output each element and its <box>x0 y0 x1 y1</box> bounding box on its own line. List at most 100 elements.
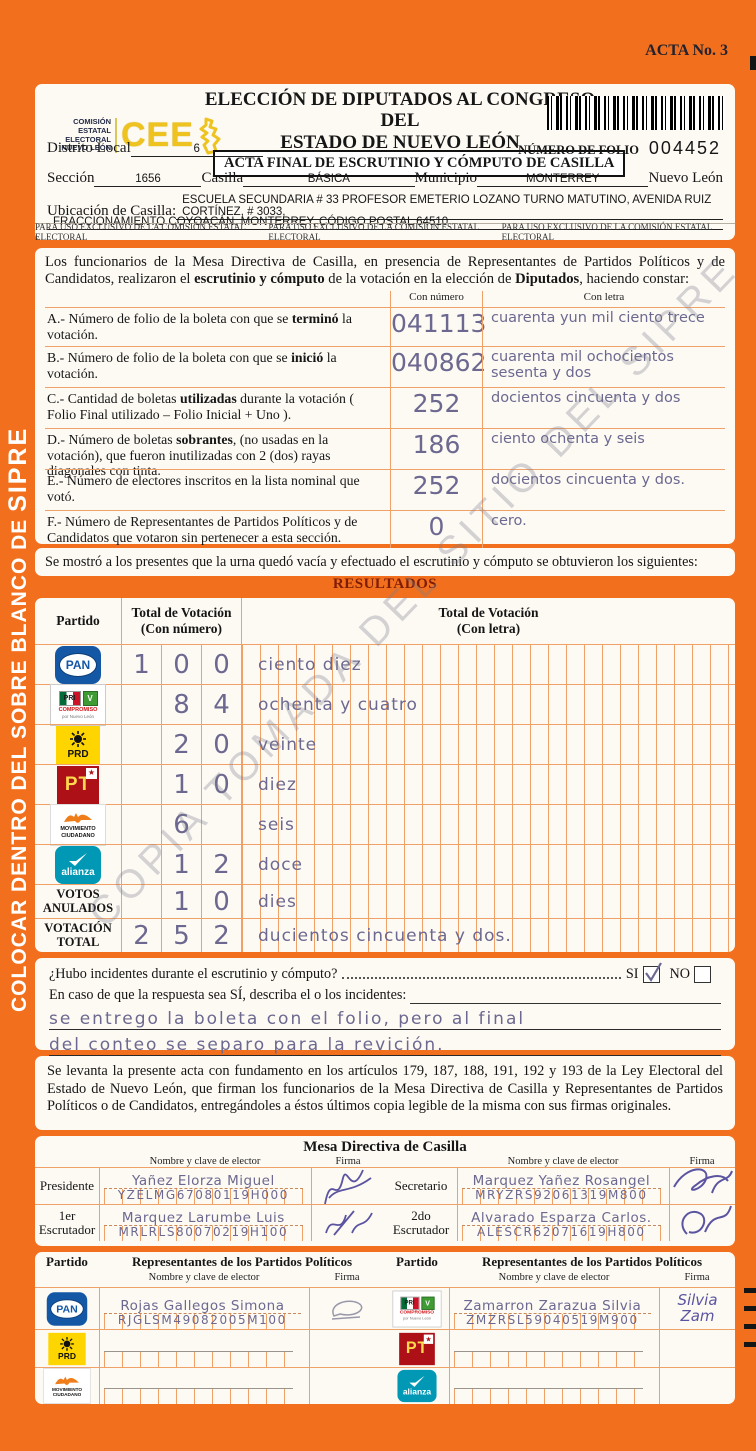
label-text: A.- Número de folio de la boleta con que… <box>47 311 292 327</box>
compromiso-text: COMPROMISO <box>58 706 98 713</box>
presidente-name-cell: Yañez Elorza Miguel YZELMG67080119H000 <box>99 1167 311 1204</box>
prd-sun-icon <box>70 730 86 747</box>
si-label: SI <box>625 966 639 982</box>
vote-digit: 1 <box>173 886 190 917</box>
vote-words: veinte <box>258 734 318 755</box>
vote-digit: 0 <box>213 886 230 917</box>
blank-name-line <box>454 1338 643 1352</box>
count-row-a-label: A.- Número de folio de la boleta con que… <box>45 307 390 346</box>
party-cell-pan: PAN <box>35 644 121 684</box>
counts-head-letra: Con letra <box>482 291 725 308</box>
count-row-b-label: B.- Número de folio de la boleta con que… <box>45 346 390 387</box>
vote-digit: 2 <box>213 849 230 880</box>
no-label: NO <box>669 966 691 982</box>
mesa-subheader: Nombre y clave de elector Firma Nombre y… <box>35 1156 735 1167</box>
alianza-logo-icon: alianza <box>55 845 101 884</box>
results-head-partido: Partido <box>56 613 100 629</box>
head-text: (Con letra) <box>456 621 521 636</box>
escrutador2-label: 2do Escrutador <box>385 1204 457 1241</box>
escrutador2-name-cell: Alvarado Esparza Carlos. ALESCR62071619H… <box>457 1204 669 1241</box>
label-text: la votación. <box>47 350 337 381</box>
vote-digit: 2 <box>133 920 150 951</box>
label-text: C.- Cantidad de boletas <box>47 391 180 407</box>
handwritten-number: 040862 <box>391 348 487 378</box>
handwritten-number: 186 <box>412 430 461 460</box>
pri-compromiso-logo-icon: PRI V COMPROMISO por Nuevo León <box>392 1290 442 1327</box>
vote-digit: 0 <box>173 649 190 680</box>
mesa-grid: Presidente Yañez Elorza Miguel YZELMG670… <box>35 1167 735 1241</box>
blank-clave-comb <box>454 1389 643 1404</box>
pan-logo-text: PAN <box>58 652 98 677</box>
vote-words: dies <box>258 891 297 912</box>
cee-org-text: COMISIÓN ESTATAL ELECTORAL NUEVO LEÓN <box>45 117 117 153</box>
estado-label: Nuevo León <box>648 170 723 186</box>
pt-star-icon: ★ <box>423 1334 434 1344</box>
col-firma-label: Firma <box>689 1156 715 1167</box>
folio-label: NÚMERO DE FOLIO <box>518 143 639 157</box>
compromiso-text: COMPROMISO <box>399 1309 435 1315</box>
pri-flag-icon: PRI <box>58 690 81 706</box>
rep-party-pan: PAN <box>35 1287 99 1329</box>
reps-grid: PAN Rojas Gallegos Simona RJGLSM49082005… <box>35 1287 735 1404</box>
counts-head-numero: Con número <box>390 291 482 308</box>
handwritten-incident: del conteo se separo para la revición. <box>49 1035 445 1055</box>
escrutador1-name-cell: Marquez Larumbe Luis MRLRLS80070219H100 <box>99 1204 311 1241</box>
cee-logo: COMISIÓN ESTATAL ELECTORAL NUEVO LEÓN CE… <box>45 116 222 155</box>
col-firma-label: Firma <box>334 1272 360 1283</box>
presidente-signature <box>323 1169 372 1205</box>
pri-compromiso-logo-icon: PRI V COMPROMISO por Nuevo León <box>50 683 106 726</box>
intro-text: de la votación en la elección de <box>324 271 516 288</box>
ubicacion-label: Ubicación de Casilla: <box>47 203 177 219</box>
intro-bold-diputados: Diputados <box>515 271 580 288</box>
rep-pan-name-cell: Rojas Gallegos Simona RJGLSM49082005M100 <box>99 1287 309 1329</box>
count-row-e-words: docientos cincuenta y dos. <box>482 469 725 511</box>
col-nombre-label: Nombre y clave de elector <box>148 1272 260 1283</box>
vote-digit: 0 <box>213 769 230 800</box>
label-text: B.- Número de folio de la boleta con que… <box>47 350 292 366</box>
si-checkbox-check <box>644 962 662 983</box>
label-text: E.- Número de electores inscritos en la … <box>47 473 360 504</box>
blank-clave-comb <box>104 1389 293 1404</box>
rep-mc-firma <box>309 1367 385 1404</box>
sidebar-instruction-text: COLOCAR DENTRO DEL SOBRE BLANCO DE <box>8 511 31 1012</box>
handwritten-incident: se entrego la boleta con el folio, pero … <box>49 1009 526 1029</box>
handwritten-number: 041113 <box>391 309 487 339</box>
prd-sun-icon <box>60 1336 74 1351</box>
vote-digit: 1 <box>173 849 190 880</box>
intro-paragraph: Los funcionarios de la Mesa Directiva de… <box>45 254 725 288</box>
vote-digit: 2 <box>213 920 230 951</box>
results-table: Partido Total de Votación (Con número) T… <box>35 598 735 952</box>
count-row-d-words: ciento ochenta y seis <box>482 428 725 470</box>
handwritten-words: cuarenta mil ochocientos sesenta y dos <box>491 349 674 382</box>
alianza-check-icon <box>409 1375 425 1387</box>
municipio-value: MONTERREY <box>477 173 649 187</box>
dotted-leader <box>342 976 621 979</box>
rep-party-prd: PRD <box>35 1329 99 1367</box>
rep-pan-firma <box>309 1287 385 1329</box>
results-panel: Partido Total de Votación (Con número) T… <box>35 598 735 952</box>
official-clave: ALESCR62071619H800 <box>462 1226 661 1241</box>
title-line-2: ESTADO DE NUEVO LEÓN <box>280 131 520 153</box>
alianza-logo-text: alianza <box>402 1387 432 1398</box>
handwritten-words: docientos cincuenta y dos. <box>491 472 685 489</box>
mc-eagle-icon <box>64 813 92 824</box>
compromiso-subtext: por Nuevo León <box>402 1315 432 1320</box>
incidents-desc-label: En caso de que la respuesta sea SÍ, desc… <box>49 987 407 1003</box>
rep-clave: ZMZRSL59040519M900 <box>454 1314 651 1329</box>
mc-eagle-icon <box>55 1376 79 1385</box>
barcode <box>547 96 725 130</box>
seccion-label: Sección <box>47 170 95 186</box>
si-checkbox <box>642 962 662 983</box>
title-line-1: ELECCIÓN DE DIPUTADOS AL CONGRESO DEL <box>204 89 596 132</box>
col-firma-label: Firma <box>684 1272 710 1283</box>
casilla-value: BÁSICA <box>243 173 415 187</box>
pt-logo-icon: PT ★ <box>399 1332 435 1365</box>
pvem-icon: V <box>82 690 98 706</box>
votes-words-alianza: doce <box>241 844 735 884</box>
label-line: VOTOS <box>56 886 100 901</box>
pan-logo-text: PAN <box>50 1298 84 1319</box>
handwritten-number: 252 <box>412 471 461 501</box>
urna-note-text: Se mostró a los presentes que la urna qu… <box>45 553 698 570</box>
